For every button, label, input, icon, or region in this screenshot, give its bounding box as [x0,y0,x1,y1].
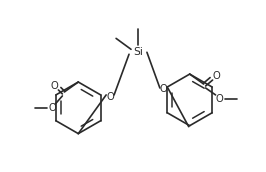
Text: O: O [216,94,223,104]
Text: O: O [49,103,56,113]
Text: O: O [160,84,168,94]
Text: O: O [213,71,221,81]
Text: O: O [51,81,58,91]
Text: O: O [106,92,114,102]
Text: Si: Si [133,47,143,57]
